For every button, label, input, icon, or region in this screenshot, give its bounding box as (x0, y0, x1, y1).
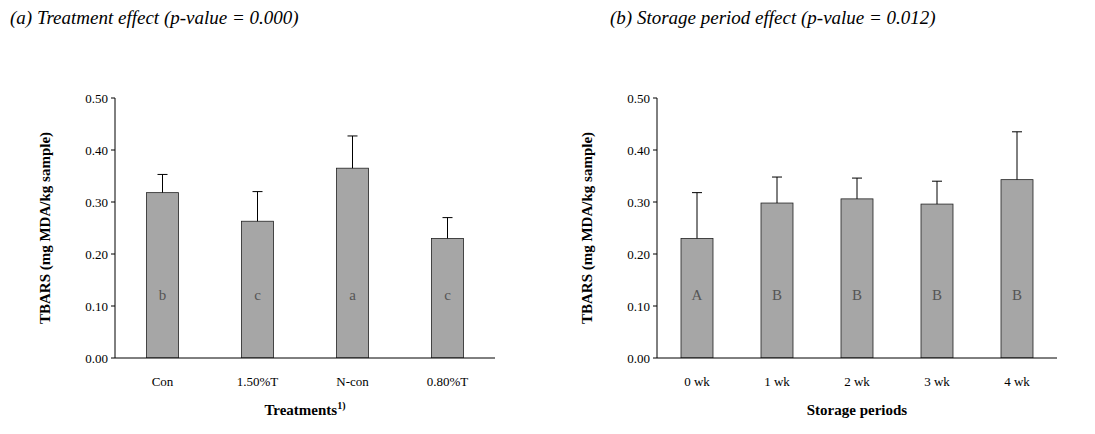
error-bar (1012, 132, 1022, 180)
y-tick (653, 150, 657, 151)
bar (921, 204, 953, 358)
bar (337, 168, 369, 358)
bar (432, 238, 464, 358)
y-tick-label: 0.20 (85, 247, 108, 262)
x-tick-label: Con (152, 374, 174, 389)
error-bar (158, 174, 168, 192)
y-tick (653, 202, 657, 203)
y-tick (111, 306, 115, 307)
y-tick (653, 306, 657, 307)
y-tick-label: 0.20 (627, 247, 650, 262)
bars (681, 132, 1033, 358)
title: (a) Treatment effect (p-value = 0.000) (10, 7, 299, 29)
significance-letter: B (932, 287, 942, 303)
significance-letter: c (444, 287, 451, 303)
x-tick-label: 1 wk (764, 374, 790, 389)
x-tick-label: 1.50%T (237, 374, 279, 389)
y-axis-title: TBARS (mg MDA/kg sample) (37, 132, 54, 324)
x-axis-title: Storage periods (807, 402, 908, 418)
y-axis-title: TBARS (mg MDA/kg sample) (579, 132, 596, 324)
x-tick-label: N-con (336, 374, 369, 389)
y-tick-label: 0.50 (627, 91, 650, 106)
x-axis-title-text: Storage periods (807, 402, 908, 418)
panel: (a) Treatment effect (p-value = 0.000) TB… (10, 7, 495, 418)
error-bar (772, 177, 782, 203)
y-tick-label: 0.40 (85, 143, 108, 158)
y-tick (653, 254, 657, 255)
significance-letter: c (254, 287, 261, 303)
significance-letter: B (772, 287, 782, 303)
y-tick-label: 0.00 (627, 351, 650, 366)
bars (147, 136, 464, 358)
significance-letter: B (852, 287, 862, 303)
x-tick-label: 0.80%T (427, 374, 469, 389)
y-tick (653, 98, 657, 99)
x-axis-title-note: 1) (337, 400, 345, 412)
title: (b) Storage period effect (p-value = 0.0… (610, 7, 936, 29)
bar (147, 193, 179, 358)
y-axis (115, 98, 116, 358)
error-bar (348, 136, 358, 168)
y-tick (111, 358, 115, 359)
x-axis (657, 358, 1057, 359)
y-tick (111, 98, 115, 99)
y-axis (657, 98, 658, 358)
error-bar (692, 193, 702, 239)
panel: (b) Storage period effect (p-value = 0.0… (579, 7, 1057, 418)
y-tick-label: 0.10 (627, 299, 650, 314)
significance-letter: b (159, 287, 167, 303)
error-bar (852, 178, 862, 199)
y-tick (111, 254, 115, 255)
bar (681, 238, 713, 358)
y-tick (111, 150, 115, 151)
x-axis-title-text: Treatments (264, 402, 337, 418)
bar (1001, 180, 1033, 358)
y-tick-label: 0.00 (85, 351, 108, 366)
y-tick-label: 0.30 (85, 195, 108, 210)
error-bar (443, 218, 453, 239)
y-tick (111, 202, 115, 203)
error-bar (932, 181, 942, 204)
significance-letter: a (349, 287, 356, 303)
x-axis-title: Treatments1) (264, 400, 345, 418)
x-tick-label: 3 wk (924, 374, 950, 389)
y-tick-label: 0.40 (627, 143, 650, 158)
error-bar (253, 192, 263, 222)
x-axis (115, 358, 495, 359)
x-tick-label: 4 wk (1004, 374, 1030, 389)
y-tick (653, 358, 657, 359)
figure: (a) Treatment effect (p-value = 0.000) TB… (0, 0, 1095, 434)
x-tick-label: 0 wk (684, 374, 710, 389)
bar (242, 221, 274, 358)
y-tick-label: 0.30 (627, 195, 650, 210)
significance-letter: A (692, 287, 703, 303)
y-tick-label: 0.50 (85, 91, 108, 106)
significance-letter: B (1012, 287, 1022, 303)
bar (761, 203, 793, 358)
y-tick-label: 0.10 (85, 299, 108, 314)
x-tick-label: 2 wk (844, 374, 870, 389)
bar (841, 199, 873, 358)
